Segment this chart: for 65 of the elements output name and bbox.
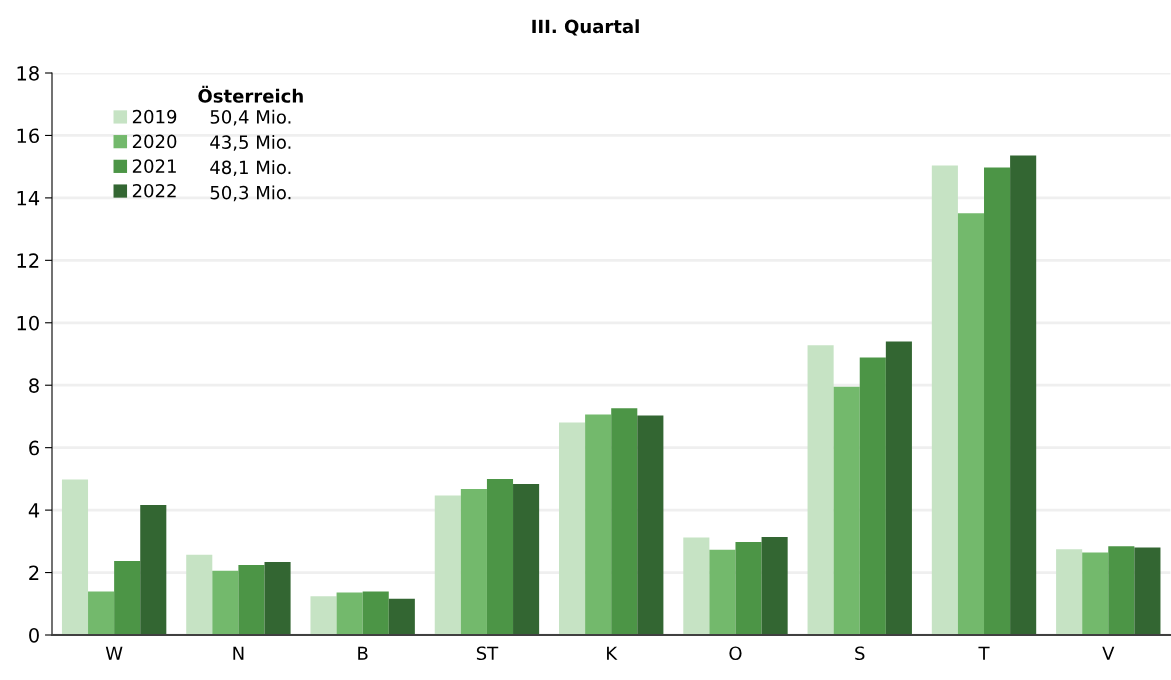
bar	[984, 167, 1011, 635]
bar	[585, 414, 612, 635]
bar	[212, 570, 239, 635]
bar	[637, 415, 664, 635]
x-tick-label: O	[729, 646, 742, 661]
bar	[88, 591, 115, 635]
bar	[1108, 546, 1135, 635]
bar	[1056, 549, 1083, 635]
x-tick-label: T	[978, 646, 990, 660]
x-tick-label: N	[233, 646, 244, 660]
annotation: 50,3 Mio.	[210, 185, 291, 202]
legend-label: 2021	[132, 159, 176, 173]
bar	[238, 565, 265, 635]
bar	[833, 386, 860, 635]
x-tick-label: W	[105, 646, 123, 660]
y-tick-label: 10	[17, 315, 39, 331]
bar	[559, 422, 586, 635]
annotation: 48,1 Mio.	[210, 160, 291, 177]
bar	[336, 592, 363, 635]
bar	[513, 483, 540, 635]
x-tick-label: V	[1102, 646, 1115, 660]
bar	[140, 505, 167, 635]
bar	[1082, 552, 1109, 635]
x-tick-label: ST	[476, 646, 499, 661]
x-tick-label: B	[358, 646, 368, 660]
bar	[683, 537, 710, 635]
y-tick-label: 18	[17, 65, 39, 81]
bar	[388, 598, 415, 635]
bar	[434, 495, 461, 635]
annotation: 50,4 Mio.	[210, 109, 291, 126]
y-tick-label: 0	[29, 627, 39, 643]
y-tick-label: 8	[29, 378, 39, 393]
bar	[885, 341, 912, 635]
bar	[362, 591, 389, 635]
legend-label: 2019	[132, 109, 177, 124]
legend-label: 2022	[132, 183, 176, 198]
y-tick-label: 4	[28, 503, 40, 518]
bar	[114, 561, 141, 635]
legend-title: Österreich	[198, 85, 303, 103]
bar	[310, 596, 337, 635]
bar	[1134, 547, 1161, 635]
y-tick-label: 14	[17, 191, 40, 206]
x-tick-label: S	[855, 646, 865, 661]
bar	[460, 488, 487, 635]
bar	[611, 408, 638, 635]
bar	[807, 345, 834, 635]
bar	[859, 357, 886, 635]
bar	[486, 478, 514, 635]
x-tick-label: K	[607, 646, 618, 660]
bar	[1010, 155, 1037, 635]
bar	[957, 213, 985, 635]
y-tick-label: 16	[17, 128, 39, 144]
y-tick-label: 12	[17, 253, 39, 268]
bar	[931, 165, 958, 635]
bar	[264, 561, 291, 635]
bar	[735, 541, 762, 635]
legend-label: 2020	[132, 134, 177, 149]
bar	[186, 554, 213, 635]
bar	[709, 549, 736, 635]
bar	[61, 479, 89, 635]
bar	[761, 536, 788, 635]
y-tick-label: 2	[29, 565, 39, 580]
annotation: 43,5 Mio.	[210, 135, 291, 151]
chart-title: III. Quartal	[532, 19, 639, 36]
y-tick-label: 6	[29, 440, 39, 456]
